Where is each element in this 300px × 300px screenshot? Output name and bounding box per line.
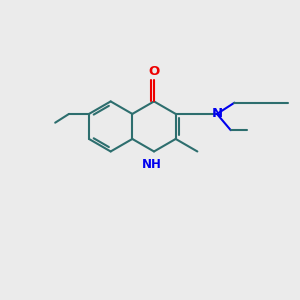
Text: NH: NH	[142, 158, 162, 171]
Text: O: O	[148, 65, 160, 78]
Text: N: N	[212, 107, 223, 120]
